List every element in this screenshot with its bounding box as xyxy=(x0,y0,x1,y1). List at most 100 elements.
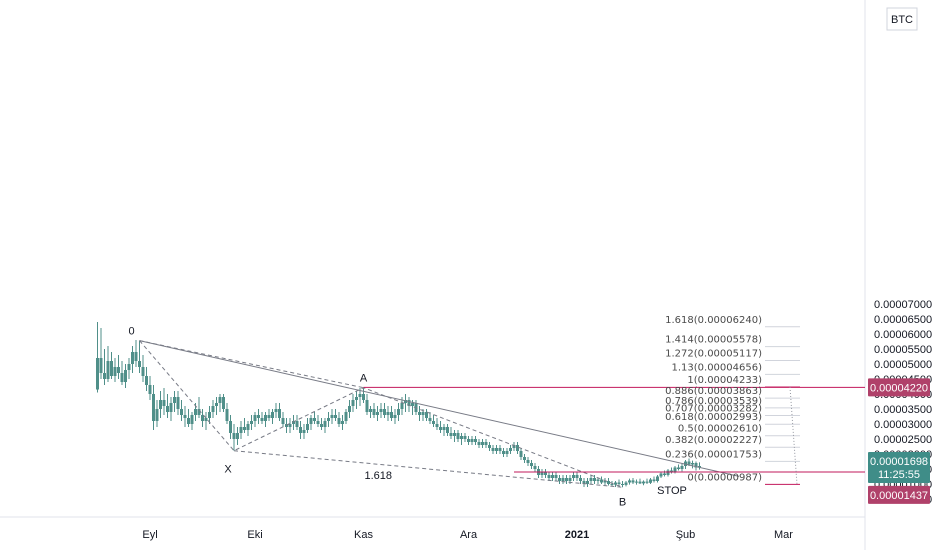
harmonic-pattern-legs[interactable] xyxy=(139,340,623,488)
candle-body xyxy=(516,445,519,451)
candle xyxy=(138,340,141,373)
candle-body xyxy=(327,418,330,421)
candle-body xyxy=(169,403,173,412)
candle-body xyxy=(449,433,453,436)
candle-body xyxy=(120,373,124,382)
pattern-ratio-label: 1.618 xyxy=(364,470,392,482)
price-axis-tick-label: 0.00006000 xyxy=(874,329,932,341)
candle xyxy=(145,367,148,391)
candle-body xyxy=(274,409,278,412)
candle-body xyxy=(561,478,565,481)
candle-body xyxy=(344,412,348,421)
time-axis[interactable]: Eyl Eki Kas Ara 2021 Şub Mar xyxy=(0,516,865,541)
candle-body xyxy=(593,478,596,481)
candle xyxy=(425,409,428,421)
candle xyxy=(404,394,407,412)
candle xyxy=(159,391,162,418)
candle-body xyxy=(99,358,103,373)
candle-body xyxy=(582,481,586,484)
candle-body xyxy=(456,433,460,439)
price-tag: 0.00001437 xyxy=(868,485,930,504)
candle xyxy=(106,346,110,382)
candle xyxy=(670,467,673,474)
candle-body xyxy=(530,463,533,466)
candle-body xyxy=(477,442,481,445)
candle-body xyxy=(190,415,194,424)
candle xyxy=(274,403,278,418)
candle-body xyxy=(579,478,582,481)
candle-body xyxy=(148,385,152,394)
price-tag-text: 0.00004220 xyxy=(870,382,928,394)
candle xyxy=(582,478,586,487)
candle xyxy=(460,433,463,445)
candle-body xyxy=(614,482,617,485)
candle xyxy=(271,409,274,424)
stop-label: STOP xyxy=(657,485,687,497)
candle xyxy=(292,415,295,430)
candle xyxy=(180,400,183,421)
pattern-point-label: B xyxy=(619,496,626,508)
candle xyxy=(393,409,397,424)
candle-body xyxy=(376,412,379,415)
candle xyxy=(218,394,222,412)
candle xyxy=(505,448,509,457)
candle xyxy=(656,475,659,483)
price-axis-tick-label: 0.00006500 xyxy=(874,314,932,326)
candle-body xyxy=(628,480,631,483)
time-axis-tick-label: 2021 xyxy=(565,529,589,541)
candle-body xyxy=(491,448,495,451)
trendline[interactable] xyxy=(139,340,740,477)
candle-body xyxy=(334,415,337,418)
candle-body xyxy=(309,418,313,424)
candle-body xyxy=(540,472,544,475)
candle-body xyxy=(134,352,138,361)
candle xyxy=(124,364,127,388)
candle xyxy=(176,391,180,415)
candle xyxy=(561,475,565,484)
candle xyxy=(565,475,568,484)
candle-body xyxy=(299,427,302,433)
candle-body xyxy=(229,421,232,433)
candle xyxy=(635,479,638,485)
candle-body xyxy=(509,448,512,451)
candle-body xyxy=(439,427,442,430)
candle xyxy=(432,415,435,427)
candle xyxy=(113,358,117,382)
candle xyxy=(481,439,484,448)
candle xyxy=(341,415,344,430)
candle-body xyxy=(201,415,204,421)
candle xyxy=(369,406,372,418)
candle-body xyxy=(320,424,323,427)
price-tag: 11:25:55 xyxy=(868,465,930,483)
candle-body xyxy=(127,364,131,370)
candle xyxy=(680,463,684,472)
candle xyxy=(418,406,421,421)
pattern-diagonal-x-b[interactable] xyxy=(233,450,623,488)
candle-body xyxy=(586,481,589,484)
fib-trend-connector xyxy=(789,386,798,485)
candle xyxy=(239,421,243,439)
fib-level-label: 1.13(0.00004656) xyxy=(671,362,762,373)
candle xyxy=(467,436,470,445)
candle xyxy=(288,418,292,433)
candle xyxy=(134,340,138,367)
candle-body xyxy=(638,481,642,484)
pattern-diagonal-0-a[interactable] xyxy=(139,340,364,389)
price-tag-box xyxy=(868,378,930,397)
candle xyxy=(428,412,432,424)
candle-body xyxy=(246,424,250,430)
drawings[interactable]: 0 X A B 1.618 STOP xyxy=(128,326,865,509)
candle xyxy=(456,430,460,442)
candle xyxy=(169,397,173,421)
candle xyxy=(572,472,575,481)
candle-body xyxy=(341,421,344,424)
candle-body xyxy=(446,427,449,433)
candle xyxy=(624,481,628,487)
candle-body xyxy=(575,475,579,478)
candle-body xyxy=(442,427,446,430)
candle xyxy=(509,445,512,454)
fibonacci-extension[interactable]: 1.618(0.00006240) 1.414(0.00005578) 1.272(… xyxy=(665,315,800,485)
candle-body xyxy=(698,466,701,468)
candle-body xyxy=(372,409,376,415)
